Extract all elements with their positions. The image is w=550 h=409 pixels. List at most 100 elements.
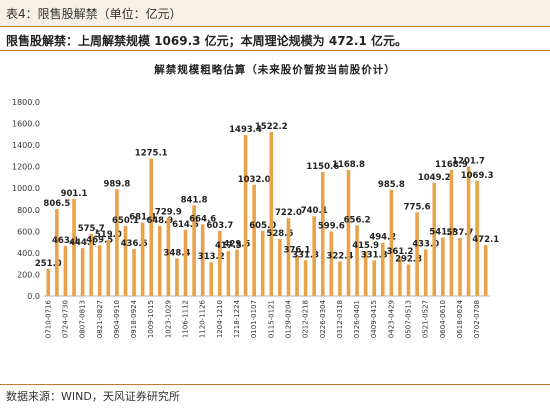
bar: [200, 224, 205, 296]
bar-value-label: 729.9: [155, 207, 182, 217]
bar: [389, 189, 394, 296]
bar: [46, 268, 51, 296]
x-tick-label: 1023-1029: [164, 300, 172, 338]
x-tick-label: 0904-0910: [113, 300, 121, 338]
bar-value-label: 469.5: [86, 235, 113, 245]
x-tick-label: 0409-0415: [370, 300, 378, 338]
footer-divider: [0, 384, 550, 385]
bar: [269, 131, 274, 296]
bar: [415, 212, 419, 296]
bar: [89, 233, 93, 296]
bar-value-label: 348.4: [163, 248, 190, 258]
y-tick-label: 400.0: [17, 249, 40, 258]
bar: [423, 249, 428, 296]
bar: [380, 242, 385, 296]
x-tick-label: 1106-1112: [182, 300, 190, 338]
x-tick-label: 0212-0218: [302, 300, 310, 338]
bar: [149, 158, 154, 296]
bar-value-label: 537.7: [447, 228, 474, 238]
y-tick-label: 0.0: [27, 292, 40, 301]
bar-value-label: 376.1: [284, 245, 311, 255]
bar: [166, 217, 171, 296]
x-tick-label: 0918-0924: [130, 299, 138, 338]
x-tick-label: 0423-0429: [387, 300, 395, 338]
x-tick-label: 0129-0204: [284, 299, 292, 338]
x-tick-label: 0507-0513: [405, 300, 413, 338]
bar-value-label: 433.0: [412, 239, 439, 249]
x-tick-label: 0521-0527: [422, 300, 430, 338]
bar: [175, 258, 179, 296]
bar: [295, 255, 299, 296]
bar-value-label: 614.5: [172, 220, 199, 230]
bar-value-label: 1493.4: [229, 125, 262, 135]
bar-value-label: 361.2: [386, 247, 413, 257]
bar: [226, 251, 231, 296]
x-tick-label: 0604-0610: [439, 300, 447, 338]
bar-value-label: 841.8: [181, 195, 208, 205]
bar: [449, 170, 454, 296]
y-tick-label: 1400.0: [12, 141, 40, 150]
bar-value-label: 722.0: [275, 208, 302, 218]
bar: [140, 222, 145, 296]
bar: [286, 218, 291, 296]
bar-value-label: 429.5: [224, 240, 251, 250]
table-title: 表4：限售股解禁（单位：亿元）: [6, 7, 182, 21]
x-tick-label: 0312-0318: [336, 300, 344, 338]
x-tick-label: 1120-1126: [199, 299, 207, 338]
bar-value-label: 331.3: [292, 250, 319, 260]
x-tick-label: 0618-0624: [456, 299, 464, 338]
bar: [123, 225, 128, 296]
bar-value-label: 292.8: [395, 254, 422, 264]
x-tick-label: 1009-1015: [147, 300, 155, 338]
bar: [475, 180, 479, 296]
bar: [192, 205, 196, 296]
table-header-bar: 表4：限售股解禁（单位：亿元）: [0, 0, 550, 26]
bar: [329, 231, 334, 296]
bar: [218, 230, 222, 296]
bar-value-label: 415.9: [352, 241, 379, 251]
bar-value-label: 444.1: [69, 238, 96, 248]
bar-value-label: 528.6: [266, 229, 293, 239]
bar: [63, 246, 68, 296]
bar-value-label: 603.7: [206, 221, 233, 231]
bar-value-label: 656.2: [344, 215, 371, 225]
bar-value-label: 1275.1: [135, 149, 168, 159]
y-tick-label: 1800.0: [12, 98, 40, 107]
bar: [235, 249, 239, 296]
bar-value-label: 251.0: [35, 259, 62, 269]
bar: [157, 226, 162, 296]
bar-value-label: 806.5: [43, 199, 70, 209]
bar: [252, 184, 256, 296]
bar: [432, 182, 437, 296]
bar-value-label: 1032.0: [238, 175, 271, 185]
bar-value-label: 417.5: [215, 241, 242, 251]
y-tick-label: 600.0: [17, 227, 40, 236]
bar-value-label: 605.0: [249, 221, 276, 231]
bar-value-label: 1049.2: [418, 173, 451, 183]
chart-title: 解禁规模粗略估算（未来股价暂按当前股价计）: [154, 64, 396, 76]
bar: [55, 209, 59, 296]
x-tick-label: 0807-0813: [79, 300, 87, 338]
bar-value-label: 494.2: [369, 233, 396, 243]
bar: [278, 239, 282, 296]
x-tick-label: 0710-0716: [44, 299, 52, 338]
bar-value-label: 1168.8: [332, 160, 365, 170]
bar-value-label: 472.1: [472, 235, 499, 245]
x-tick-label: 0724-0730: [61, 300, 69, 338]
bar-value-label: 740.1: [301, 206, 328, 216]
y-tick-label: 1000.0: [12, 184, 40, 193]
bar-value-label: 989.8: [103, 179, 130, 189]
y-tick-label: 1200.0: [12, 163, 40, 172]
bar-value-label: 519.0: [95, 230, 122, 240]
bar: [80, 248, 85, 296]
bar: [338, 261, 342, 296]
bar-value-label: 1201.7: [452, 156, 485, 166]
bar-value-label: 463.1: [52, 236, 79, 246]
bar-value-label: 1150.6: [306, 162, 339, 172]
y-tick-label: 800.0: [17, 206, 40, 215]
bar-value-label: 681.4: [129, 213, 156, 223]
bar: [115, 189, 119, 296]
bar-value-label: 1522.2: [255, 122, 288, 132]
bar: [303, 260, 308, 296]
